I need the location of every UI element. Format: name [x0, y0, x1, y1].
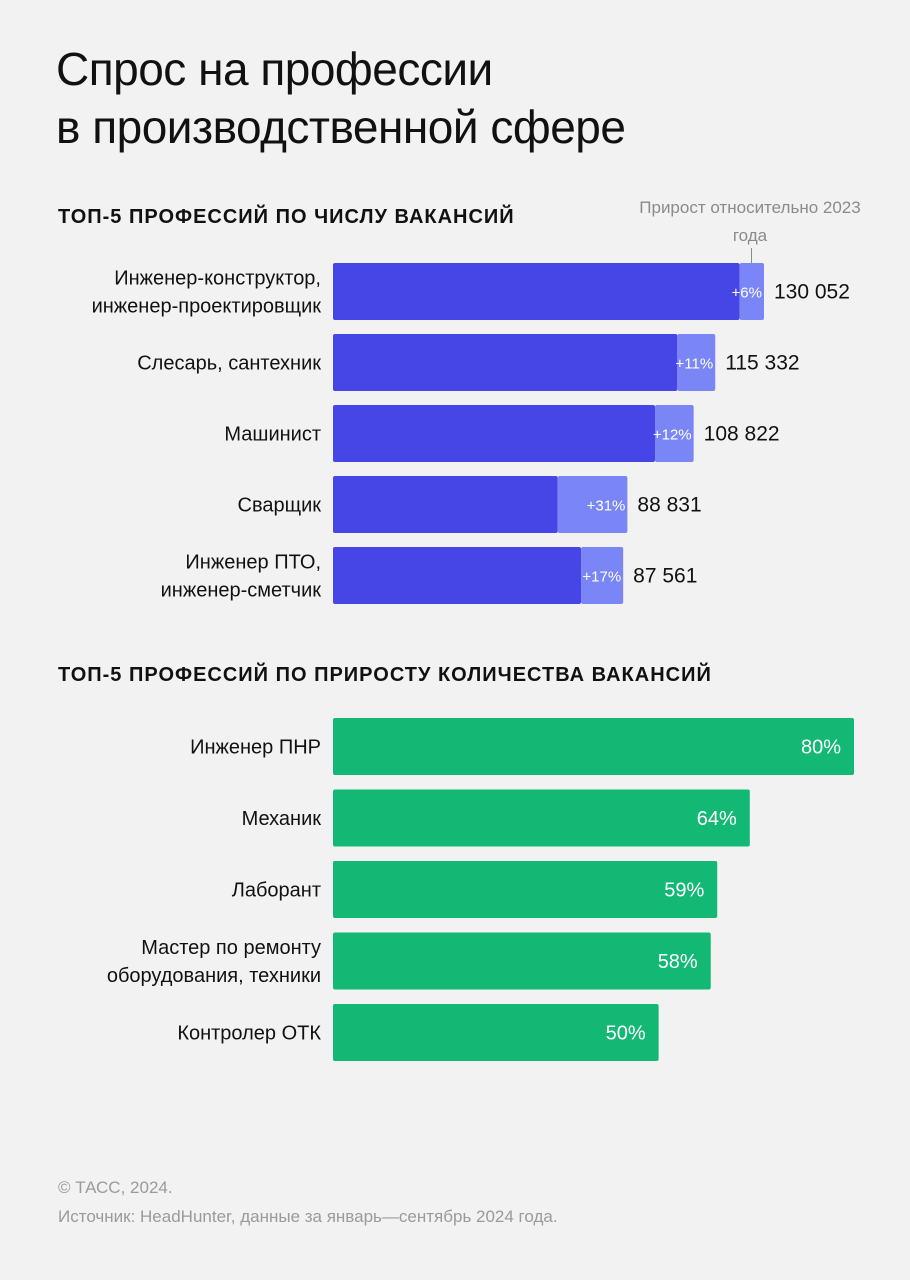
- chart2-value-label: 50%: [606, 1023, 646, 1045]
- chart2-category-label: Контролер ОТК: [177, 1023, 321, 1045]
- chart1-growth-label: +12%: [653, 427, 692, 444]
- chart1-base-bar: [333, 547, 582, 604]
- chart1-growth-label: +6%: [732, 285, 762, 302]
- chart1-category-label: Инженер-конструктор, инженер-проектировщи…: [92, 268, 322, 318]
- page-title: Спрос на профессии в производственной сф…: [56, 40, 876, 156]
- chart1-growth-bar: [739, 263, 764, 320]
- chart1-value-label: 115 332: [725, 352, 799, 375]
- copyright-note: © ТАСС, 2024.: [58, 1178, 173, 1197]
- chart1-title: ТОП-5 ПРОФЕССИЙ ПО ЧИСЛУ ВАКАНСИЙ: [58, 206, 515, 228]
- chart2-bar: [333, 789, 750, 847]
- chart2-category-label: Мастер по ремонту оборудования, техники: [107, 937, 321, 987]
- chart2-bar: [333, 932, 711, 990]
- chart1-category-label: Машинист: [224, 424, 321, 446]
- chart2-bar: [333, 861, 718, 918]
- chart1-value-label: 108 822: [704, 423, 780, 446]
- chart2-title: ТОП-5 ПРОФЕССИЙ ПО ПРИРОСТУ КОЛИЧЕСТВА В…: [58, 664, 712, 686]
- chart1-value-label: 130 052: [774, 281, 850, 304]
- chart1-base-bar: [333, 334, 678, 391]
- source-note: Источник: HeadHunter, данные за январь—с…: [58, 1207, 558, 1226]
- chart1-growth-label: +17%: [582, 569, 621, 586]
- title-line-1: Спрос на профессии: [56, 43, 493, 95]
- chart1-growth-label: +31%: [587, 498, 626, 515]
- chart1-value-label: 87 561: [633, 565, 697, 588]
- chart2-category-label: Инженер ПНР: [190, 737, 321, 759]
- chart1-growth-bar: [557, 476, 628, 533]
- title-line-2: в производственной сфере: [56, 101, 626, 153]
- chart1-growth-bar: [655, 405, 694, 462]
- chart1-value-label: 88 831: [637, 494, 701, 517]
- chart1-base-bar: [333, 263, 740, 320]
- chart1-growth-label: +11%: [676, 356, 714, 373]
- chart1-growth-bar: [581, 547, 624, 604]
- chart2-value-label: 64%: [697, 808, 737, 830]
- chart2-bar: [333, 1004, 659, 1061]
- chart1-category-label: Сварщик: [238, 495, 322, 517]
- growth-annotation: Прирост относительно 2023 года: [639, 198, 861, 245]
- chart1-category-label: Инженер ПТО, инженер-сметчик: [161, 552, 322, 602]
- chart1-growth-bar: [677, 334, 716, 391]
- chart2-category-label: Лаборант: [232, 880, 321, 902]
- chart1-base-bar: [333, 476, 558, 533]
- chart2-category-label: Механик: [242, 808, 322, 830]
- chart2-value-label: 59%: [664, 880, 704, 902]
- chart2-bar: [333, 718, 854, 775]
- chart2-value-label: 58%: [658, 951, 698, 973]
- chart2-value-label: 80%: [801, 737, 841, 759]
- growth-annotation-pointer: [751, 248, 752, 266]
- chart1-category-label: Слесарь, сантехник: [137, 353, 321, 375]
- chart1-base-bar: [333, 405, 656, 462]
